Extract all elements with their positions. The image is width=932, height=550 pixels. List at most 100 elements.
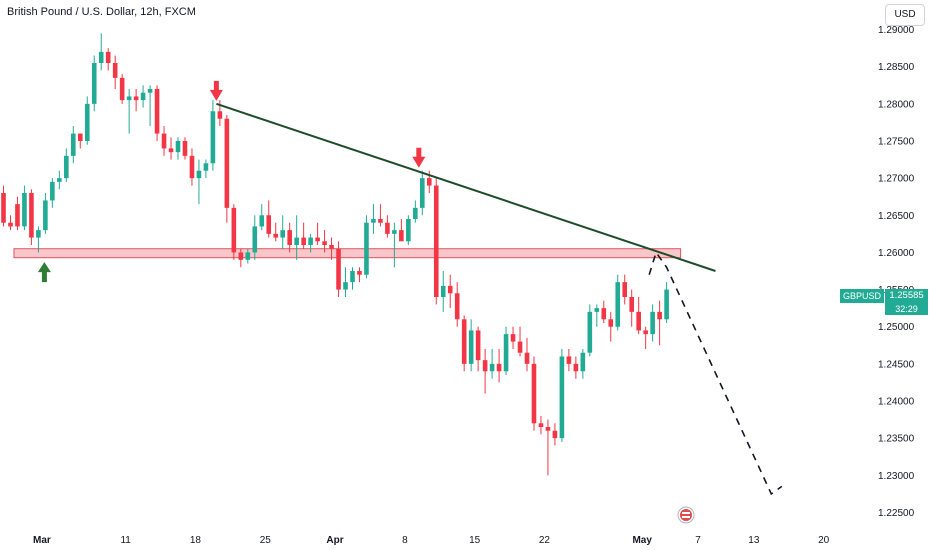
time-tick-label: 15 <box>469 535 481 546</box>
candle-body <box>161 133 167 149</box>
candle-body <box>433 185 439 297</box>
candle-body <box>119 77 125 101</box>
candle-body <box>657 311 662 320</box>
candle-body <box>273 233 279 238</box>
candle-body <box>322 241 327 245</box>
candle-body <box>36 230 41 238</box>
price-tick-label: 1.25000 <box>878 322 915 333</box>
price-tick-label: 1.27500 <box>878 137 915 148</box>
candle-body <box>566 356 572 364</box>
candle-body <box>217 111 223 119</box>
arrow-up-icon <box>37 262 51 283</box>
arrow-down-icon <box>412 147 426 168</box>
price-axis: 1.29000 1.28500 1.28000 1.27500 1.27000 1.265… <box>878 25 915 519</box>
candle-body <box>43 200 48 231</box>
candle-body <box>245 252 251 260</box>
candle-body <box>482 360 488 372</box>
time-tick-label: 22 <box>539 535 551 546</box>
currency-button[interactable]: USD <box>885 4 925 26</box>
candle-body <box>77 133 83 141</box>
candle-body <box>399 230 404 242</box>
candle-body <box>350 271 355 283</box>
candle-body <box>385 222 390 234</box>
candle-body <box>552 430 558 439</box>
current-price-tag: GBPUSD 1.25585 32:29 <box>840 289 928 315</box>
candle-body <box>608 319 614 327</box>
candle-body <box>392 230 397 234</box>
price-tick-label: 1.29000 <box>878 25 915 36</box>
candle-body <box>210 111 216 164</box>
candle-body <box>287 230 292 245</box>
time-tick-label: Mar <box>33 535 51 546</box>
chart-title: British Pound / U.S. Dollar, 12h, FXCM <box>7 6 196 18</box>
candle-body <box>517 341 523 353</box>
candle-body <box>147 89 153 93</box>
projection-path <box>648 250 783 496</box>
price-tick-label: 1.23500 <box>878 434 915 445</box>
candle-body <box>308 237 313 245</box>
candle-body <box>105 51 111 63</box>
candle-body <box>29 193 34 238</box>
time-tick-label: 11 <box>120 535 131 546</box>
candle-body <box>22 193 27 227</box>
candle-body <box>601 308 607 320</box>
candle-body <box>280 230 285 238</box>
candle-body <box>615 282 621 327</box>
candle-body <box>587 311 593 353</box>
last-price-label: 1.25585 <box>885 289 928 303</box>
price-tick-label: 1.22500 <box>878 508 915 519</box>
candles-layer <box>1 33 669 476</box>
candle-body <box>468 330 474 364</box>
candle-body <box>64 155 69 179</box>
candle-body <box>238 252 244 260</box>
candle-body <box>496 363 502 372</box>
candle-body <box>406 219 411 242</box>
price-tick-label: 1.28500 <box>878 62 915 73</box>
candle-body <box>112 63 118 78</box>
candle-body <box>175 141 181 153</box>
candle-body <box>594 308 600 312</box>
candle-body <box>182 141 188 156</box>
candle-body <box>168 148 174 153</box>
candle-body <box>266 215 272 234</box>
event-flag-stripe-red <box>682 514 690 516</box>
candle-body <box>420 178 425 208</box>
candle-body <box>622 282 628 297</box>
candle-body <box>643 330 648 335</box>
time-axis: Mar 11 18 25 Apr 8 15 22 May 7 13 20 <box>33 535 830 546</box>
arrow-down-icon <box>209 80 223 101</box>
time-tick-label: 20 <box>818 535 830 546</box>
candle-body <box>650 311 655 335</box>
candle-body <box>140 92 146 101</box>
candle-body <box>1 193 6 223</box>
candle-body <box>364 222 369 275</box>
candle-body <box>154 89 160 134</box>
candle-body <box>224 118 230 208</box>
candle-body <box>357 271 362 275</box>
price-tick-label: 1.28000 <box>878 99 915 110</box>
candle-body <box>510 334 516 342</box>
candle-body <box>538 423 544 427</box>
candle-body <box>629 297 634 312</box>
candle-body <box>371 219 376 223</box>
candle-body <box>315 237 320 242</box>
candle-body <box>98 51 104 63</box>
trendline <box>216 102 716 272</box>
price-tick-label: 1.27000 <box>878 174 915 185</box>
time-tick-label: 18 <box>190 535 202 546</box>
candle-body <box>252 226 258 253</box>
time-tick-label: 7 <box>695 535 701 546</box>
candle-body <box>413 207 418 219</box>
time-tick-label: 8 <box>402 535 408 546</box>
candle-body <box>343 282 348 290</box>
support-zone-layer <box>13 248 682 259</box>
candle-body <box>133 96 139 101</box>
candle-body <box>447 285 453 294</box>
candle-body <box>301 237 306 245</box>
candle-body <box>15 204 20 227</box>
candle-body <box>91 63 97 104</box>
candle-body <box>503 334 509 372</box>
price-tick-label: 1.24000 <box>878 397 915 408</box>
price-tick-label: 1.26000 <box>878 248 915 259</box>
